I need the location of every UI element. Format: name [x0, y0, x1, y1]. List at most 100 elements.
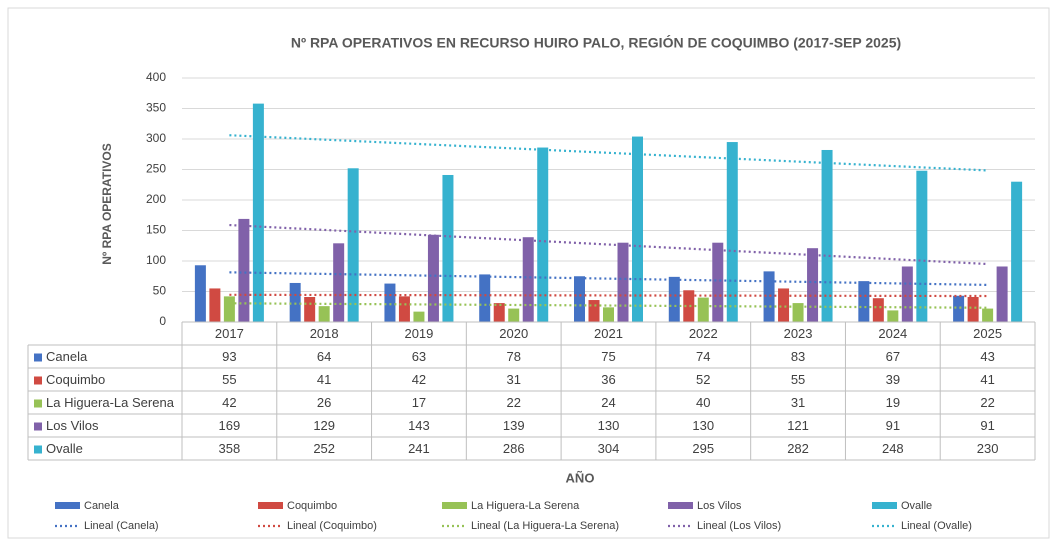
table-series-name: La Higuera-La Serena — [46, 395, 175, 410]
bar — [223, 296, 235, 322]
legend-trend-label: Lineal (Ovalle) — [901, 520, 972, 532]
x-tick-label: 2022 — [689, 326, 718, 341]
bar — [442, 174, 454, 322]
bar — [384, 283, 396, 322]
y-tick-label: 250 — [146, 162, 166, 176]
table-value: 295 — [692, 441, 714, 456]
bar — [821, 149, 833, 322]
table-series-name: Ovalle — [46, 441, 83, 456]
x-tick-label: 2023 — [784, 326, 813, 341]
table-value: 67 — [886, 349, 900, 364]
y-tick-label: 350 — [146, 101, 166, 115]
x-tick-label: 2017 — [215, 326, 244, 341]
table-value: 42 — [222, 395, 236, 410]
table-value: 74 — [696, 349, 710, 364]
bar — [712, 242, 724, 322]
y-tick-label: 200 — [146, 192, 166, 206]
x-tick-label: 2024 — [878, 326, 907, 341]
table-value: 286 — [503, 441, 525, 456]
legend-label: La Higuera-La Serena — [471, 500, 580, 512]
table-value: 169 — [219, 418, 241, 433]
bar — [916, 170, 928, 322]
table-value: 63 — [412, 349, 426, 364]
legend-swatch — [668, 502, 693, 509]
bar — [333, 243, 345, 322]
legend-label: Coquimbo — [287, 500, 337, 512]
bar — [289, 282, 301, 322]
table-value: 304 — [598, 441, 620, 456]
bar — [872, 298, 884, 322]
table-value: 252 — [313, 441, 335, 456]
legend-swatch — [872, 502, 897, 509]
bar — [238, 218, 250, 322]
table-value: 121 — [787, 418, 809, 433]
bar — [209, 288, 221, 322]
bar — [668, 276, 680, 322]
bar — [508, 308, 520, 322]
bar — [967, 296, 979, 322]
bar — [603, 307, 614, 322]
table-value: 55 — [222, 372, 236, 387]
bar — [347, 168, 359, 322]
table-value: 139 — [503, 418, 525, 433]
table-value: 93 — [222, 349, 236, 364]
bar — [996, 266, 1008, 322]
legend-trend-label: Lineal (Los Vilos) — [697, 520, 781, 532]
trendline — [229, 134, 988, 172]
bar — [792, 303, 804, 322]
table-value: 83 — [791, 349, 805, 364]
bar — [398, 296, 410, 322]
table-legend-key — [34, 353, 42, 362]
table-value: 130 — [598, 418, 620, 433]
x-tick-label: 2021 — [594, 326, 623, 341]
y-tick-label: 50 — [153, 284, 167, 298]
x-axis-label: AÑO — [566, 470, 595, 485]
table-value: 130 — [692, 418, 714, 433]
table-legend-key — [34, 376, 42, 385]
table-value: 78 — [506, 349, 520, 364]
legend-trend-label: Lineal (La Higuera-La Serena) — [471, 520, 619, 532]
y-tick-label: 300 — [146, 131, 166, 145]
legend-swatch — [55, 502, 80, 509]
table-value: 230 — [977, 441, 999, 456]
bar — [763, 271, 775, 322]
table-value: 22 — [506, 395, 520, 410]
bar — [632, 136, 643, 322]
table-value: 358 — [219, 441, 241, 456]
legend-swatch — [442, 502, 467, 509]
legend-label: Ovalle — [901, 500, 932, 512]
table-legend-key — [34, 422, 42, 431]
bar — [1011, 181, 1023, 322]
table-value: 41 — [980, 372, 994, 387]
bar — [537, 147, 549, 322]
bar — [807, 248, 819, 322]
legend-trend-label: Lineal (Canela) — [84, 520, 159, 532]
table-value: 31 — [791, 395, 805, 410]
table-legend-key — [34, 445, 42, 454]
bar — [617, 242, 629, 322]
x-tick-label: 2019 — [404, 326, 433, 341]
bar — [778, 288, 790, 322]
bar — [522, 237, 534, 322]
y-tick-label: 150 — [146, 223, 166, 237]
table-legend-key — [34, 399, 42, 408]
y-tick-label: 100 — [146, 253, 166, 267]
table-series-name: Los Vilos — [46, 418, 99, 433]
legend-trend-label: Lineal (Coquimbo) — [287, 520, 377, 532]
table-value: 36 — [601, 372, 615, 387]
table-value: 75 — [601, 349, 615, 364]
bar — [901, 266, 913, 322]
table-value: 143 — [408, 418, 430, 433]
table-value: 19 — [886, 395, 900, 410]
bar — [858, 281, 870, 322]
trendline — [229, 223, 988, 266]
legend-label: Los Vilos — [697, 500, 742, 512]
bar — [887, 310, 899, 322]
bar — [318, 306, 330, 322]
bar — [427, 234, 439, 322]
table-value: 241 — [408, 441, 430, 456]
bar — [588, 300, 600, 322]
bar — [982, 308, 994, 322]
table-value: 39 — [886, 372, 900, 387]
